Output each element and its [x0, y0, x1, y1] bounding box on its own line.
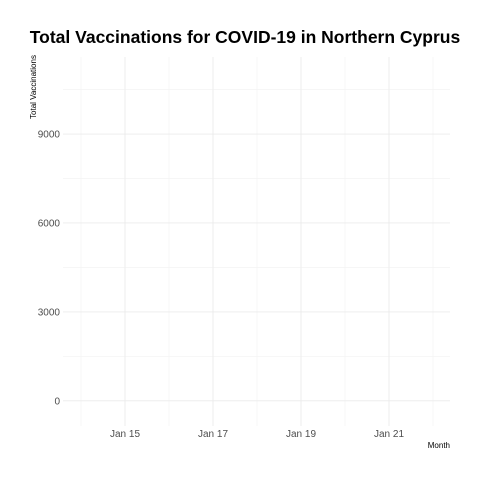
x-tick-label: Jan 15 [110, 429, 140, 440]
y-tick-label: 0 [54, 396, 60, 407]
x-axis-ticks: Jan 15 Jan 17 Jan 19 Jan 21 [110, 429, 404, 440]
y-tick-label: 3000 [38, 307, 61, 318]
grid [63, 57, 450, 426]
x-tick-label: Jan 21 [374, 429, 404, 440]
y-tick-label: 9000 [38, 130, 61, 141]
chart-title: Total Vaccinations for COVID-19 in North… [30, 27, 461, 47]
x-axis-title: Month [428, 441, 450, 450]
x-tick-label: Jan 17 [198, 429, 228, 440]
y-tick-label: 6000 [38, 218, 61, 229]
y-axis-ticks: 0 3000 6000 9000 [38, 130, 61, 408]
x-tick-label: Jan 19 [286, 429, 316, 440]
y-axis-title: Total Vaccinations [29, 55, 38, 119]
